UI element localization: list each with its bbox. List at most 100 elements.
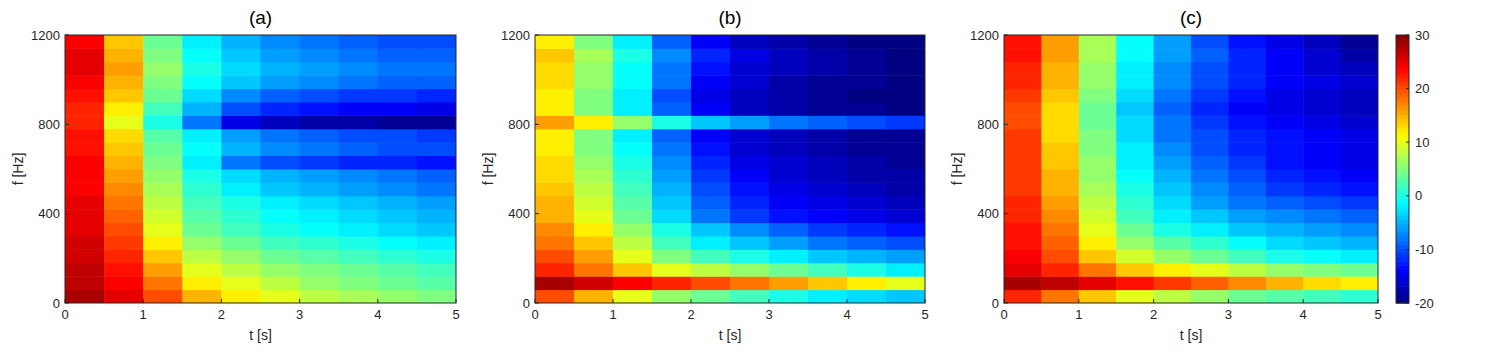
heatmap-cell xyxy=(574,75,614,89)
heatmap-cell xyxy=(808,182,848,196)
heatmap-cell xyxy=(1228,290,1266,303)
heatmap-cell xyxy=(574,290,614,303)
heatmap-cell xyxy=(1341,75,1378,89)
colorbar-tick xyxy=(1406,303,1409,304)
heatmap-cell xyxy=(847,290,887,303)
heatmap-cell xyxy=(1004,102,1042,116)
heatmap-cell xyxy=(808,223,848,237)
heatmap-cell xyxy=(1341,156,1378,170)
colorbar-stripe xyxy=(1396,253,1409,258)
heatmap-cell xyxy=(769,263,809,277)
heatmap-cell xyxy=(847,62,887,76)
heatmap-cell xyxy=(1266,182,1304,196)
heatmap-cell xyxy=(730,236,770,250)
heatmap-cell xyxy=(1079,169,1117,183)
heatmap-cell xyxy=(808,263,848,277)
heatmap-cell xyxy=(1228,249,1266,263)
heatmap-cell xyxy=(1266,236,1304,250)
heatmap-cell xyxy=(104,129,144,143)
heatmap-cell xyxy=(104,182,144,196)
heatmap-cell xyxy=(730,102,770,116)
heatmap-cell xyxy=(1341,169,1378,183)
y-axis-label: f [Hz] xyxy=(480,153,496,186)
panel-title: (c) xyxy=(1180,7,1202,28)
heatmap-cell xyxy=(1041,209,1079,223)
heatmap-cell xyxy=(847,102,887,116)
heatmap-cell xyxy=(1341,209,1378,223)
heatmap-cell xyxy=(1004,35,1042,49)
heatmap-cell xyxy=(1079,263,1117,277)
heatmap-cell xyxy=(1266,115,1304,129)
x-tick-label: 5 xyxy=(921,307,928,322)
heatmap-cell xyxy=(574,276,614,290)
heatmap-cell xyxy=(1079,35,1117,49)
y-tick-label: 400 xyxy=(508,206,530,221)
heatmap-cell xyxy=(730,115,770,129)
heatmap-cell xyxy=(261,156,301,170)
heatmap-cell xyxy=(1191,129,1229,143)
heatmap-cell xyxy=(613,156,653,170)
y-tick-label: 800 xyxy=(38,117,60,132)
heatmap-cell xyxy=(1041,115,1079,129)
heatmap-cell xyxy=(104,196,144,210)
heatmap-cells xyxy=(65,35,456,303)
heatmap-cell xyxy=(769,169,809,183)
heatmap-cell xyxy=(378,169,418,183)
colorbar-stripe xyxy=(1396,39,1409,44)
heatmap-cell xyxy=(261,209,301,223)
heatmap-cell xyxy=(847,89,887,103)
colorbar-tick xyxy=(1406,142,1409,143)
colorbar-stripe xyxy=(1396,236,1409,241)
y-axis-label: f [Hz] xyxy=(949,153,965,186)
heatmap-cell xyxy=(691,223,731,237)
heatmap-cell xyxy=(613,236,653,250)
heatmap-cell xyxy=(1154,263,1192,277)
heatmap-cell xyxy=(886,156,925,170)
heatmap-cell xyxy=(143,169,183,183)
heatmap-cell xyxy=(1303,236,1341,250)
heatmap-cell xyxy=(378,129,418,143)
colorbar-stripe xyxy=(1396,94,1409,99)
heatmap-cell xyxy=(730,169,770,183)
heatmap-cell xyxy=(691,196,731,210)
heatmap-cell xyxy=(261,249,301,263)
colorbar-stripe xyxy=(1396,198,1409,203)
heatmap-cell xyxy=(300,115,340,129)
heatmap-cell xyxy=(104,102,144,116)
x-tick xyxy=(925,299,926,303)
heatmap-cell xyxy=(1041,236,1079,250)
heatmap-cell xyxy=(143,129,183,143)
heatmap-cell xyxy=(886,223,925,237)
colorbar-stripe xyxy=(1396,69,1409,74)
y-tick-label: 1200 xyxy=(31,28,60,43)
heatmap-cell xyxy=(65,48,105,62)
heatmap-cell xyxy=(1004,182,1042,196)
heatmap-cell xyxy=(535,276,575,290)
heatmap-cell xyxy=(1079,182,1117,196)
colorbar-stripe xyxy=(1396,60,1409,65)
heatmap-cell xyxy=(417,263,456,277)
heatmap-cell xyxy=(300,89,340,103)
heatmap-cell xyxy=(808,196,848,210)
heatmap-cell xyxy=(182,290,222,303)
heatmap-cell xyxy=(261,115,301,129)
heatmap-cell xyxy=(339,142,379,156)
panel: 01234504008001200(a)t [s]f [Hz] xyxy=(10,7,460,343)
heatmap-cell xyxy=(847,156,887,170)
heatmap-cell xyxy=(808,102,848,116)
heatmap-cell xyxy=(261,89,301,103)
heatmap-cell xyxy=(808,35,848,49)
heatmap-cell xyxy=(104,249,144,263)
heatmap-cell xyxy=(221,35,261,49)
heatmap-cell xyxy=(847,263,887,277)
heatmap-cell xyxy=(300,156,340,170)
heatmap-cell xyxy=(417,102,456,116)
heatmap-cell xyxy=(104,35,144,49)
heatmap-cell xyxy=(1228,156,1266,170)
heatmap-cell xyxy=(261,35,301,49)
x-tick-label: 3 xyxy=(1225,307,1232,322)
heatmap-cell xyxy=(1041,62,1079,76)
colorbar-stripe xyxy=(1396,207,1409,212)
y-tick-label: 800 xyxy=(508,117,530,132)
panel: 01234504008001200(b)t [s]f [Hz] xyxy=(480,7,929,343)
